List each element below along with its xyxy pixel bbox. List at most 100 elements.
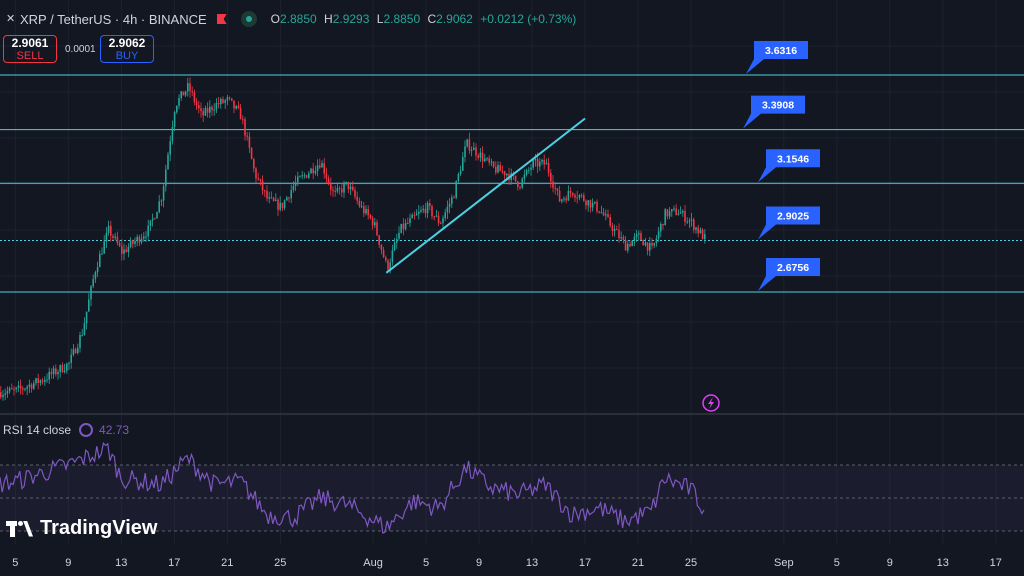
level-callout[interactable] — [758, 149, 820, 183]
candle-body — [226, 97, 229, 101]
candle-body — [217, 102, 220, 105]
candle-body — [629, 243, 631, 247]
candle-body — [160, 200, 163, 202]
candle-body — [112, 235, 114, 238]
candle-body — [400, 223, 402, 233]
candle-body — [492, 161, 495, 167]
candle-body — [358, 200, 361, 207]
sync-icon[interactable] — [79, 423, 94, 437]
candle-body — [242, 119, 244, 121]
candle-body — [90, 286, 92, 300]
candle-body — [118, 243, 121, 246]
candle-body — [354, 189, 356, 197]
symbol-title[interactable]: XRP / TetherUS · 4h · BINANCE — [20, 11, 207, 27]
candle-body — [613, 229, 616, 232]
candle-body — [132, 240, 134, 244]
level-callout[interactable] — [758, 206, 820, 240]
rsi-legend[interactable]: RSI 14 close 42.73 — [3, 423, 129, 437]
candle-body — [673, 208, 675, 210]
candle-body — [561, 199, 563, 202]
x-tick-label: 5 — [834, 557, 840, 569]
tradingview-logo[interactable]: TradingView — [6, 517, 157, 540]
candle-body — [209, 106, 211, 113]
candle-body — [220, 99, 222, 105]
level-callout[interactable] — [758, 258, 820, 291]
candle-body — [264, 190, 266, 192]
x-tick-label: 9 — [65, 557, 71, 569]
close-value: 2.9062 — [436, 12, 473, 26]
x-tick-label: 13 — [115, 557, 127, 569]
market-status-icon[interactable] — [240, 11, 257, 27]
candle-body — [519, 186, 521, 188]
candle-body — [484, 158, 486, 162]
candle-body — [343, 183, 345, 193]
candle-body — [151, 218, 154, 221]
level-callout[interactable] — [746, 41, 808, 74]
candle-body — [385, 257, 387, 261]
candle-body — [583, 195, 585, 201]
sell-button[interactable]: 2.9061 SELL — [3, 35, 57, 63]
candle-body — [468, 139, 471, 151]
candle-body — [435, 215, 438, 217]
candle-body — [2, 394, 4, 398]
buy-label: BUY — [115, 50, 139, 62]
close-icon[interactable]: ✕ — [6, 13, 16, 25]
candle-body — [490, 161, 493, 163]
candle-body — [374, 222, 376, 226]
candle-body — [143, 236, 145, 239]
candle-body — [349, 186, 352, 190]
candle-body — [466, 139, 468, 147]
candle-body — [497, 165, 499, 173]
candle-body — [360, 206, 363, 208]
candle-body — [286, 197, 288, 201]
candle-body — [72, 349, 75, 355]
candle-body — [176, 105, 178, 113]
candle-body — [312, 168, 314, 174]
candle-body — [193, 92, 196, 102]
lightning-icon[interactable] — [702, 394, 720, 412]
candle-body — [11, 388, 13, 390]
brand-name: TradingView — [40, 517, 158, 539]
sell-price: 2.9061 — [11, 36, 49, 50]
candle-body — [572, 193, 574, 195]
candle-body — [688, 220, 691, 222]
level-label: 3.3908 — [762, 100, 794, 112]
buy-button[interactable]: 2.9062 BUY — [100, 35, 154, 63]
trendline[interactable] — [385, 117, 586, 274]
level-callout[interactable] — [743, 95, 805, 129]
candle-body — [180, 91, 182, 99]
candle-body — [609, 217, 611, 226]
candle-body — [66, 363, 68, 371]
candle-body — [292, 185, 295, 191]
candle-body — [620, 237, 622, 239]
candle-body — [367, 209, 369, 216]
candle-body — [327, 178, 330, 184]
candle-body — [28, 384, 31, 387]
ohlc-readout: O2.8850 H2.9293 L2.8850 C2.9062 +0.0212 … — [271, 12, 581, 26]
candle-body — [44, 379, 46, 382]
candle-body — [387, 260, 389, 270]
candle-body — [589, 200, 592, 208]
spread-value: 0.0001 — [65, 44, 96, 55]
candle-body — [479, 152, 482, 158]
candle-body — [15, 387, 17, 390]
candle-body — [649, 243, 651, 251]
candle-body — [602, 212, 605, 216]
candle-body — [305, 175, 308, 178]
candle-body — [191, 91, 193, 93]
candle-body — [270, 197, 273, 199]
candle-body — [534, 159, 537, 161]
flag-icon[interactable] — [216, 14, 227, 24]
candle-body — [563, 198, 565, 200]
candle-body — [398, 232, 400, 239]
candle-body — [147, 225, 149, 237]
candle-body — [451, 197, 453, 204]
chart-header: XRP / TetherUS · 4h · BINANCE O2.8850 H2… — [0, 8, 580, 30]
candle-body — [224, 100, 226, 103]
candle-body — [699, 229, 702, 234]
candle-body — [308, 173, 310, 178]
x-tick-label: 13 — [937, 557, 949, 569]
candle-body — [206, 108, 209, 113]
candle-body — [63, 370, 66, 372]
